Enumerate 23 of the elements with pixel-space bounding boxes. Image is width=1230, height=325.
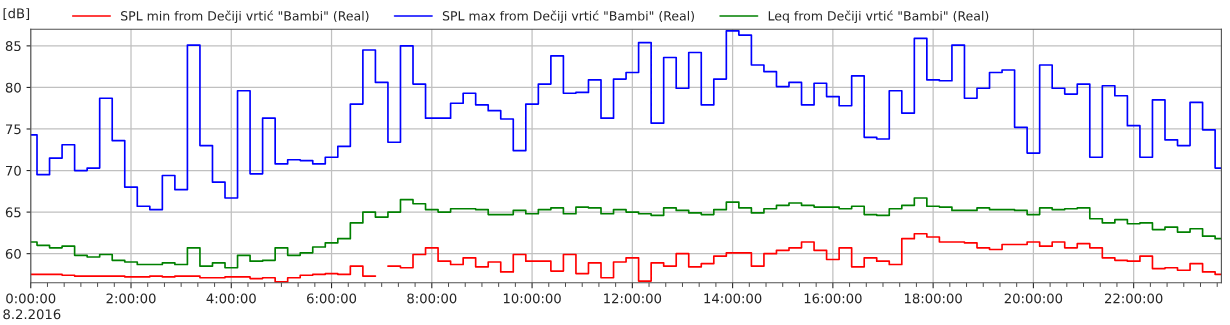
x-tick-label: 2:00:00 xyxy=(106,293,156,304)
legend-label: Leq from Dečiji vrtić "Bambi" (Real) xyxy=(768,10,989,23)
y-tick-label: 60 xyxy=(5,248,21,259)
x-tick-label: 0:00:00 xyxy=(6,293,56,304)
y-tick-label: 80 xyxy=(5,82,21,93)
y-tick-label: 70 xyxy=(6,165,21,176)
legend-label: SPL min from Dečiji vrtić "Bambi" (Real) xyxy=(121,10,369,23)
x-tick-label: 4:00:00 xyxy=(206,293,256,304)
x-tick-label: 22:00:00 xyxy=(1105,293,1163,304)
y-axis-title: [dB] xyxy=(3,8,30,20)
x-tick-label: 14:00:00 xyxy=(704,293,762,304)
legend-label: SPL max from Dečiji vrtić "Bambi" (Real) xyxy=(442,10,694,23)
x-tick-label: 6:00:00 xyxy=(307,293,357,304)
y-tick-label: 65 xyxy=(5,207,21,218)
x-tick-label: 16:00:00 xyxy=(804,293,862,304)
x-tick-label: 18:00:00 xyxy=(904,293,962,304)
text: 8.2.2016 xyxy=(3,309,61,320)
y-tick-label: 85 xyxy=(5,41,21,52)
x-tick-label: 12:00:00 xyxy=(604,293,662,304)
y-tick-label: 75 xyxy=(6,124,21,135)
x-tick-label: 10:00:00 xyxy=(503,293,561,304)
x-tick-label: 20:00:00 xyxy=(1004,293,1063,304)
x-tick-label: 8:00:00 xyxy=(407,293,457,304)
